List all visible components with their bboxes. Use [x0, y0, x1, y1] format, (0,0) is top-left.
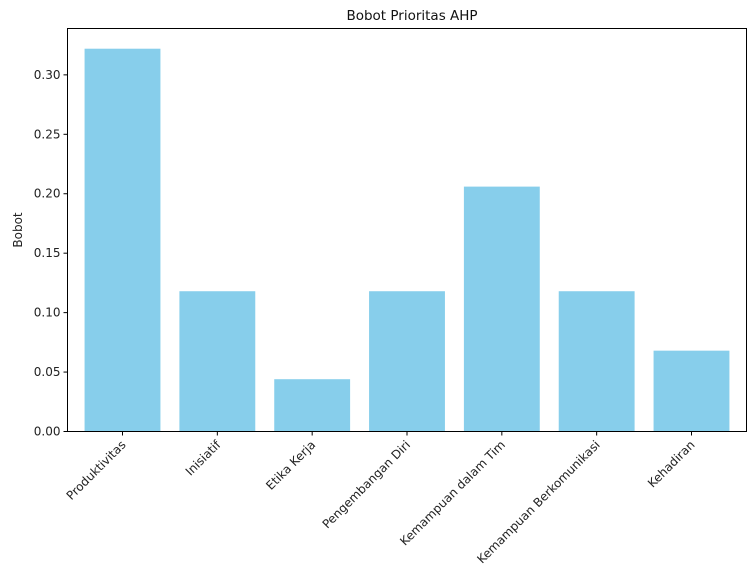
chart-title: Bobot Prioritas AHP	[346, 8, 477, 24]
bar-3	[369, 291, 445, 432]
bars-group	[84, 48, 730, 432]
x-tick-label-6: Kehadiran	[645, 438, 698, 491]
bar-4	[463, 186, 540, 432]
x-tick-label-1: Inisiatif	[183, 437, 224, 478]
y-tick-label-1: 0.05	[34, 365, 61, 379]
bar-1	[179, 291, 256, 432]
y-tick-label-4: 0.20	[34, 187, 61, 201]
y-tick-label-0: 0.00	[34, 425, 61, 439]
y-axis-label: Bobot	[11, 212, 25, 248]
bar-0	[84, 48, 161, 432]
x-tick-label-3: Pengembangan Diri	[320, 438, 414, 532]
x-ticks-group: Produktivitas Inisiatif Etika Kerja Pengemb…	[64, 431, 698, 566]
x-tick-label-0: Produktivitas	[64, 438, 129, 503]
y-tick-label-2: 0.10	[34, 306, 61, 320]
bar-5	[558, 291, 635, 432]
x-tick-label-4: Kemampuan dalam Tim	[397, 438, 508, 549]
y-tick-label-5: 0.25	[34, 127, 61, 141]
y-ticks-group: 0.00 0.05 0.10 0.15 0.20 0.25 0.30	[34, 68, 68, 439]
bar-2	[274, 379, 351, 432]
bar-6	[653, 350, 730, 432]
y-tick-label-6: 0.30	[34, 68, 61, 82]
x-tick-label-2: Etika Kerja	[263, 438, 318, 493]
y-tick-label-3: 0.15	[34, 246, 61, 260]
